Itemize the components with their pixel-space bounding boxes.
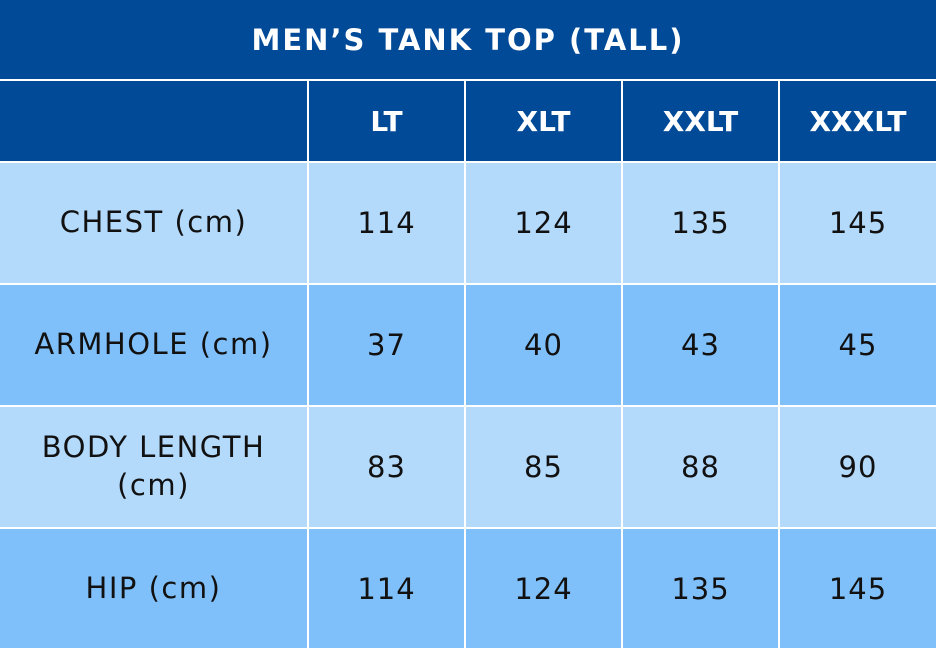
row-label: CHEST (cm) — [0, 163, 307, 283]
size-value: 45 — [780, 285, 936, 405]
size-value: 90 — [780, 407, 936, 527]
row-label: ARMHOLE (cm) — [0, 285, 307, 405]
row-label: BODY LENGTH (cm) — [0, 407, 307, 527]
size-value: 114 — [309, 529, 464, 648]
column-header: XXLT — [623, 81, 778, 161]
size-value: 88 — [623, 407, 778, 527]
row-label: HIP (cm) — [0, 529, 307, 648]
size-value: 83 — [309, 407, 464, 527]
size-value: 124 — [466, 163, 621, 283]
size-value: 40 — [466, 285, 621, 405]
size-value: 37 — [309, 285, 464, 405]
table-title: MEN’S TANK TOP (TALL) — [0, 0, 936, 79]
column-header: XXXLT — [780, 81, 936, 161]
size-value: 135 — [623, 163, 778, 283]
corner-cell — [0, 81, 307, 161]
size-value: 145 — [780, 163, 936, 283]
size-value: 145 — [780, 529, 936, 648]
size-value: 85 — [466, 407, 621, 527]
size-value: 43 — [623, 285, 778, 405]
column-header: XLT — [466, 81, 621, 161]
column-header: LT — [309, 81, 464, 161]
size-value: 124 — [466, 529, 621, 648]
size-value: 135 — [623, 529, 778, 648]
size-value: 114 — [309, 163, 464, 283]
